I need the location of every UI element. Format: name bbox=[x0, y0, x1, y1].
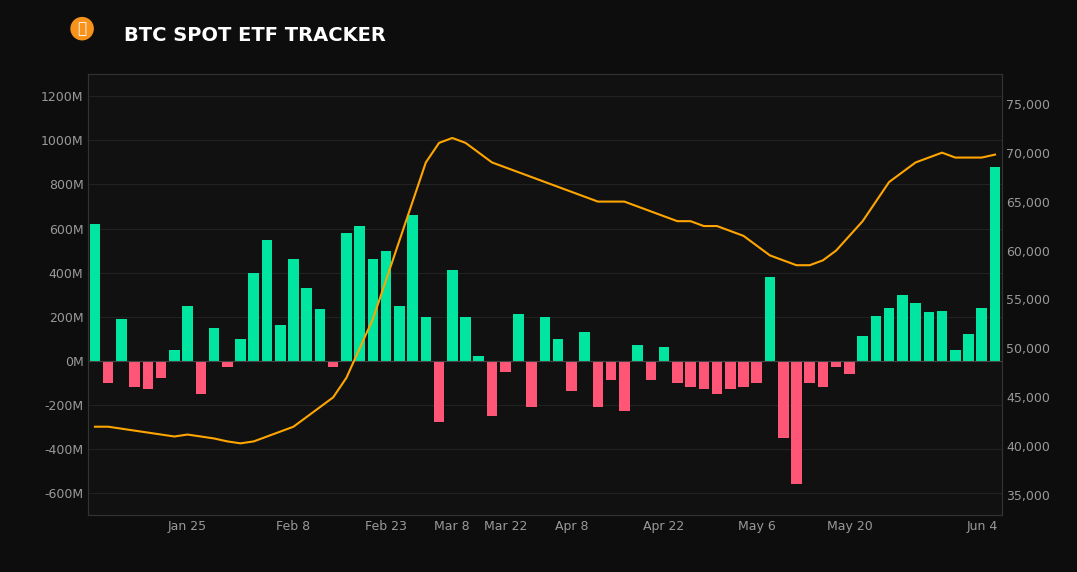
Bar bbox=[592, 360, 603, 407]
Bar bbox=[314, 309, 325, 360]
Bar bbox=[420, 316, 431, 360]
Bar bbox=[619, 360, 630, 411]
Bar bbox=[222, 360, 233, 367]
Bar bbox=[805, 360, 815, 383]
Bar bbox=[182, 305, 193, 360]
Bar bbox=[129, 360, 140, 387]
Bar bbox=[752, 360, 763, 383]
Bar bbox=[341, 233, 352, 360]
Bar bbox=[606, 360, 616, 380]
Bar bbox=[89, 224, 100, 360]
Bar bbox=[884, 308, 894, 360]
Bar bbox=[327, 360, 338, 367]
Bar bbox=[447, 271, 458, 360]
Bar bbox=[725, 360, 736, 390]
Bar bbox=[407, 215, 418, 360]
Bar bbox=[645, 360, 656, 380]
Bar bbox=[632, 345, 643, 360]
Bar bbox=[567, 360, 576, 391]
Bar bbox=[169, 349, 180, 360]
Bar bbox=[857, 336, 868, 360]
Bar bbox=[672, 360, 683, 383]
Bar bbox=[830, 360, 841, 367]
Bar bbox=[381, 251, 391, 360]
Bar bbox=[275, 325, 285, 360]
Bar bbox=[142, 360, 153, 390]
Bar bbox=[765, 277, 775, 360]
Bar bbox=[367, 259, 378, 360]
Bar bbox=[156, 360, 167, 378]
Bar bbox=[579, 332, 590, 360]
Bar bbox=[289, 259, 298, 360]
Bar bbox=[434, 360, 445, 422]
Bar bbox=[527, 360, 537, 407]
Bar bbox=[844, 360, 855, 374]
Bar bbox=[910, 303, 921, 360]
Bar bbox=[870, 316, 881, 360]
Bar bbox=[923, 312, 934, 360]
Bar bbox=[196, 360, 206, 394]
Bar bbox=[302, 288, 312, 360]
Bar bbox=[249, 273, 260, 360]
Bar bbox=[540, 316, 550, 360]
Bar bbox=[817, 360, 828, 387]
Bar bbox=[460, 316, 471, 360]
Text: ₿: ₿ bbox=[78, 21, 86, 36]
Bar bbox=[990, 167, 1001, 360]
Bar bbox=[209, 328, 220, 360]
Bar bbox=[103, 360, 113, 383]
Bar bbox=[950, 349, 961, 360]
Bar bbox=[394, 305, 405, 360]
Bar bbox=[500, 360, 510, 372]
Bar bbox=[262, 240, 272, 360]
Text: BTC SPOT ETF TRACKER: BTC SPOT ETF TRACKER bbox=[124, 26, 386, 45]
Bar bbox=[778, 360, 788, 438]
Bar bbox=[937, 311, 948, 360]
Bar bbox=[712, 360, 723, 394]
Bar bbox=[354, 227, 365, 360]
Bar bbox=[699, 360, 709, 390]
Bar bbox=[116, 319, 127, 360]
Bar bbox=[514, 315, 523, 360]
Bar bbox=[792, 360, 801, 484]
Bar bbox=[738, 360, 749, 387]
Bar bbox=[963, 334, 974, 360]
Bar bbox=[659, 347, 670, 360]
Bar bbox=[487, 360, 498, 416]
Bar bbox=[553, 339, 563, 360]
Bar bbox=[474, 356, 484, 360]
Bar bbox=[685, 360, 696, 387]
Bar bbox=[897, 295, 908, 360]
Bar bbox=[235, 339, 246, 360]
Bar bbox=[977, 308, 987, 360]
